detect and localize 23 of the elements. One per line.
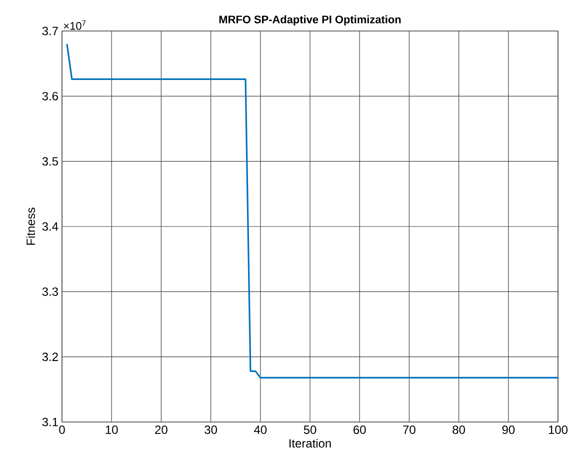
y-tick-label: 3.6 [42,92,58,100]
x-tick-label: 30 [204,426,217,434]
text: ×10$^{7}$ [64,20,86,30]
chart-title: MRFO SP-Adaptive PI Optimization [219,15,401,26]
x-tick-label: 90 [502,426,515,434]
x-tick-label: 50 [304,426,316,434]
x-tick-label: 0 [59,426,65,434]
x-tick-label: 100 [548,426,568,434]
x-tick-label: 70 [403,426,416,434]
x-tick-label: 20 [155,426,168,434]
x-tick-label: 10 [106,426,118,434]
x-axis-title: Iteration [290,438,331,448]
y-tick-label: 3.3 [42,287,58,296]
y-tick-label: 3.1 [42,418,58,426]
line-series [66,43,559,378]
y-tick-label: 3.4 [42,222,58,231]
y-tick-label: 3.5 [42,157,58,166]
y-tick-label: 3.2 [42,352,58,362]
x-tick-label: 80 [452,426,465,434]
y-axis-title: Fitness [26,208,36,245]
x-tick-label: 40 [254,426,267,434]
x-tick-label: 60 [354,426,366,434]
y-tick-label: 3.7 [42,26,58,36]
